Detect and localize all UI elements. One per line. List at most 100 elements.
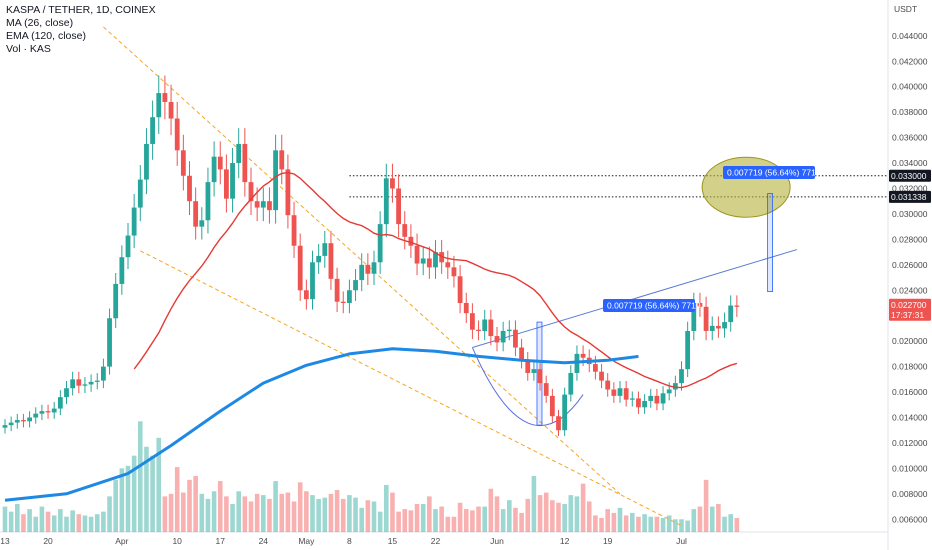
volume-bar bbox=[482, 506, 487, 532]
volume-bar bbox=[113, 479, 118, 532]
legend-symbol[interactable]: KASPA / TETHER, 1D, COINEX bbox=[6, 4, 156, 16]
y-tick-label: 0.036000 bbox=[892, 133, 928, 143]
volume-bar bbox=[138, 421, 143, 532]
candle-body bbox=[691, 302, 697, 331]
volume-bar bbox=[107, 496, 112, 532]
volume-bar bbox=[470, 510, 475, 532]
level-tag-bg bbox=[889, 169, 931, 182]
volume-bar bbox=[254, 493, 260, 532]
volume-bar bbox=[427, 496, 432, 532]
candle-body bbox=[476, 329, 481, 331]
y-tick-label: 0.020000 bbox=[892, 336, 928, 346]
candle-body bbox=[113, 283, 119, 319]
volume-bar bbox=[457, 502, 463, 532]
y-tick-label: 0.034000 bbox=[892, 158, 928, 168]
candle-body bbox=[623, 388, 629, 400]
volume-bar bbox=[27, 509, 32, 532]
volume-bar bbox=[15, 504, 20, 532]
legend-ma[interactable]: MA (26, close) bbox=[6, 17, 74, 29]
candle-body bbox=[174, 118, 180, 151]
candle-body bbox=[599, 371, 604, 381]
volume-bar bbox=[125, 465, 131, 532]
volume-bar bbox=[2, 506, 8, 532]
volume-bar bbox=[45, 511, 51, 532]
candle-body bbox=[593, 364, 598, 372]
volume-bar bbox=[642, 514, 647, 532]
candle-body bbox=[506, 329, 512, 331]
volume-bar bbox=[340, 498, 346, 532]
y-tick-label: 0.042000 bbox=[892, 56, 928, 66]
volume-bar bbox=[248, 501, 254, 532]
candle-body bbox=[168, 101, 174, 119]
candle-body bbox=[156, 93, 162, 118]
y-tick-label: 0.026000 bbox=[892, 260, 928, 270]
volume-bar bbox=[580, 483, 586, 532]
candle-body bbox=[260, 201, 266, 208]
candle-body bbox=[716, 325, 721, 329]
candle-body bbox=[537, 369, 543, 384]
y-tick-label: 0.032000 bbox=[892, 183, 928, 193]
candle-body bbox=[642, 400, 647, 408]
volume-bar bbox=[666, 515, 672, 532]
candle-body bbox=[248, 182, 254, 202]
candle-body bbox=[617, 388, 623, 396]
volume-bar bbox=[51, 515, 57, 532]
x-tick-label: May bbox=[298, 536, 315, 546]
volume-bar bbox=[168, 493, 174, 532]
candle-body bbox=[285, 169, 291, 216]
volume-bar bbox=[150, 455, 155, 532]
volume-bar bbox=[630, 512, 635, 532]
volume-bar bbox=[353, 497, 358, 532]
candle-body bbox=[131, 207, 137, 236]
candle-body bbox=[27, 417, 32, 422]
candle-body bbox=[279, 150, 285, 170]
candle-body bbox=[8, 422, 14, 426]
y-tick-label: 0.038000 bbox=[892, 107, 928, 117]
volume-bar bbox=[531, 476, 537, 532]
y-tick-label: 0.014000 bbox=[892, 412, 928, 422]
candle-body bbox=[39, 411, 45, 414]
candle-body bbox=[562, 394, 568, 431]
candle-body bbox=[303, 290, 309, 300]
volume-bar bbox=[242, 496, 248, 532]
volume-bar bbox=[58, 509, 63, 532]
candle-body bbox=[353, 280, 358, 291]
volume-bar bbox=[162, 496, 168, 532]
candle-body bbox=[14, 420, 20, 423]
volume-bar bbox=[267, 498, 272, 532]
legend-ema[interactable]: EMA (120, close) bbox=[6, 30, 86, 42]
candle-body bbox=[654, 395, 660, 404]
candle-body bbox=[543, 383, 549, 396]
wedge-lower-line bbox=[140, 250, 682, 527]
candle-body bbox=[242, 143, 248, 183]
volume-bar bbox=[734, 518, 740, 532]
neckline bbox=[472, 249, 797, 348]
candle-body bbox=[660, 393, 666, 404]
candle-body bbox=[82, 384, 88, 386]
level-tag-bg bbox=[889, 190, 931, 203]
volume-bar bbox=[617, 507, 623, 532]
volume-bar bbox=[685, 520, 690, 532]
volume-bar bbox=[709, 506, 715, 532]
volume-bar bbox=[347, 495, 352, 532]
candle-body bbox=[76, 379, 82, 386]
candle-body bbox=[402, 224, 408, 237]
candle-body bbox=[556, 416, 561, 431]
candle-body bbox=[297, 245, 303, 291]
volume-bar bbox=[304, 491, 309, 532]
volume-bar bbox=[445, 516, 451, 532]
candle-body bbox=[119, 257, 125, 284]
volume-bar bbox=[334, 490, 340, 532]
candle-body bbox=[451, 267, 457, 277]
volume-bar bbox=[611, 512, 617, 532]
volume-bar bbox=[636, 516, 641, 532]
volume-bar bbox=[70, 510, 75, 532]
measure-label: 0.007719 (56.64%) 7719 bbox=[607, 301, 701, 311]
legend-volume[interactable]: Vol · KAS bbox=[6, 43, 51, 55]
volume-bar bbox=[451, 516, 457, 532]
volume-bar bbox=[408, 510, 414, 532]
volume-bar bbox=[722, 516, 727, 532]
y-tick-label: 0.024000 bbox=[892, 285, 928, 295]
